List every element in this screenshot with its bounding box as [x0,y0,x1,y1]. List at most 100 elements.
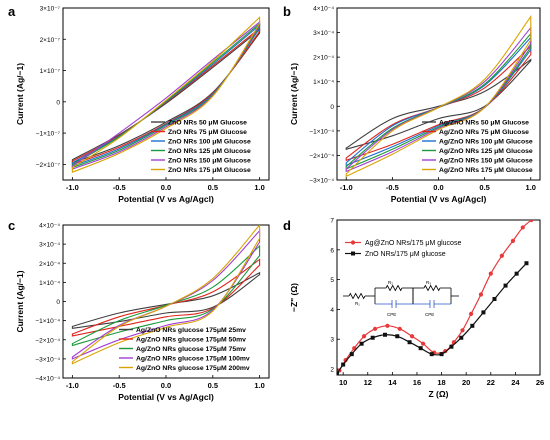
cpe-element [375,300,413,308]
legend-label: ZnO NRs 100 μM Glucose [168,139,251,146]
data-point [459,335,464,340]
y-tick-label: 0 [56,99,60,106]
circuit-label: R₁ [355,301,360,306]
cv-loop-6 [71,16,261,174]
plot-area [345,14,532,178]
data-point [520,225,525,230]
legend-label: ZnO NRs/175 μM glucose [365,251,446,258]
y-tick-label: 1×10⁻⁴ [39,280,60,287]
data-point [337,371,339,375]
legend-label: ZnO NRs 50 μM Glucose [168,120,247,127]
panel-letter: a [8,4,16,19]
y-tick-label: 6 [330,247,334,254]
x-tick-label: 18 [437,378,445,387]
y-tick-label: 0 [330,104,334,111]
x-tick-label: 12 [364,378,372,387]
cv-loop-1 [71,271,261,329]
data-point [385,323,390,328]
x-tick-label: 1.0 [254,183,264,192]
x-tick-label: 24 [511,378,520,387]
data-point [529,220,534,223]
x-axis-label: Potential (V vs Ag/Agcl) [118,392,214,402]
data-point [349,352,354,357]
cv-loop-5 [71,20,261,170]
x-tick-label: -0.5 [113,381,126,390]
y-tick-label: 5 [330,277,334,284]
data-point [421,341,426,346]
data-point [407,340,412,345]
legend-label: Ag/ZnO NRs glucose 175μM 200mv [136,365,250,372]
resistor-r1 [348,292,366,300]
y-tick-label: 1×10⁻⁷ [40,68,61,75]
panel-letter: c [8,218,15,233]
y-tick-label: 3×10⁻⁴ [39,242,60,249]
y-tick-label: 0 [56,299,60,306]
plot-area [337,220,534,375]
x-tick-label: 0.5 [479,183,489,192]
y-tick-label: 4×10⁻⁴ [39,223,60,230]
y-tick-label: 3 [330,337,334,344]
x-tick-label: 1.0 [526,183,536,192]
panel-c: c -1.0 -0.5 0.0 0.5 1.0 −4×10⁻⁴ −3×10⁻⁴ −2×10⁻⁴ −… [8,218,270,402]
y-tick-label: 2×10⁻⁴ [39,261,60,268]
nyquist-line-2 [337,262,527,374]
x-tick-label: 26 [536,378,544,387]
x-tick-label: 10 [339,378,347,387]
cpe-element [413,300,451,308]
data-point [397,326,402,331]
y-axis-label: −Z" (Ω) [289,283,299,312]
data-point [429,352,434,357]
x-tick-label: -1.0 [66,381,79,390]
y-tick-label: −4×10⁻⁴ [35,376,60,383]
legend-marker [351,251,355,256]
y-tick-label: 1×10⁻⁴ [313,79,334,86]
panel-a: a -1.0 -0.5 0.0 0.5 1.0 −2×10⁻⁷ −1×10⁻⁷ 0 1×10⁻⁷ 2… [8,4,270,204]
data-point [524,261,529,266]
data-point [341,362,346,367]
legend-label: Ag/ZnO NRs 150 μM Glucose [439,158,533,165]
legend-label: ZnO NRs 125 μM Glucose [168,148,251,155]
x-tick-label: -1.0 [66,183,79,192]
y-tick-label: 4 [330,307,334,314]
y-axis-label: Current (Ag/−1) [15,63,25,125]
cv-loop-1 [345,58,532,151]
x-tick-label: -0.5 [386,183,399,192]
y-tick-label: −2×10⁻⁴ [35,337,60,344]
panel-b: b -1.0 -0.5 0.0 0.5 1.0 −3×10⁻⁴ −2×10⁻⁴ −1×10⁻⁴ 0… [283,4,541,204]
y-tick-label: −1×10⁻⁴ [35,318,60,325]
x-tick-label: 20 [462,378,470,387]
x-tick-label: 1.0 [254,381,264,390]
legend-label: ZnO NRs 150 μM Glucose [168,158,251,165]
panel-letter: d [283,218,291,233]
data-point [449,344,454,349]
x-tick-label: 14 [388,378,397,387]
cv-loop-5 [345,26,532,173]
data-point [395,334,400,339]
data-point [470,323,475,328]
legend-label: Ag/ZnO NRs 100 μM Glucose [439,139,533,146]
x-tick-label: 0.0 [161,183,171,192]
x-axis-label: Potential (V vs Ag/Agcl) [118,194,214,204]
x-tick-label: 16 [413,378,421,387]
y-tick-label: −3×10⁻⁴ [35,356,60,363]
data-point [409,334,415,339]
y-tick-label: 7 [330,218,334,225]
circuit-label: R₃ [426,280,431,285]
legend-label: Ag/ZnO NRs glucose 175μM 100mv [136,356,250,363]
wire [412,288,452,304]
data-point [469,311,474,316]
y-tick-label: −3×10⁻⁴ [309,178,334,185]
legend-label: Ag/ZnO NRs 175 μM Glucose [439,167,533,174]
resistor [385,284,403,292]
y-tick-label: 3×10⁻⁴ [313,30,334,37]
x-axis-label: Z (Ω) [428,389,448,399]
legend-label: Ag/ZnO NRs 125 μM Glucose [439,148,533,155]
data-point [492,296,497,301]
cv-loop-2 [71,258,261,337]
panel-letter: b [283,4,291,19]
data-point [439,352,444,357]
data-point [359,341,364,346]
data-point [478,292,484,297]
x-tick-label: 0.0 [433,183,443,192]
data-point [382,332,387,337]
